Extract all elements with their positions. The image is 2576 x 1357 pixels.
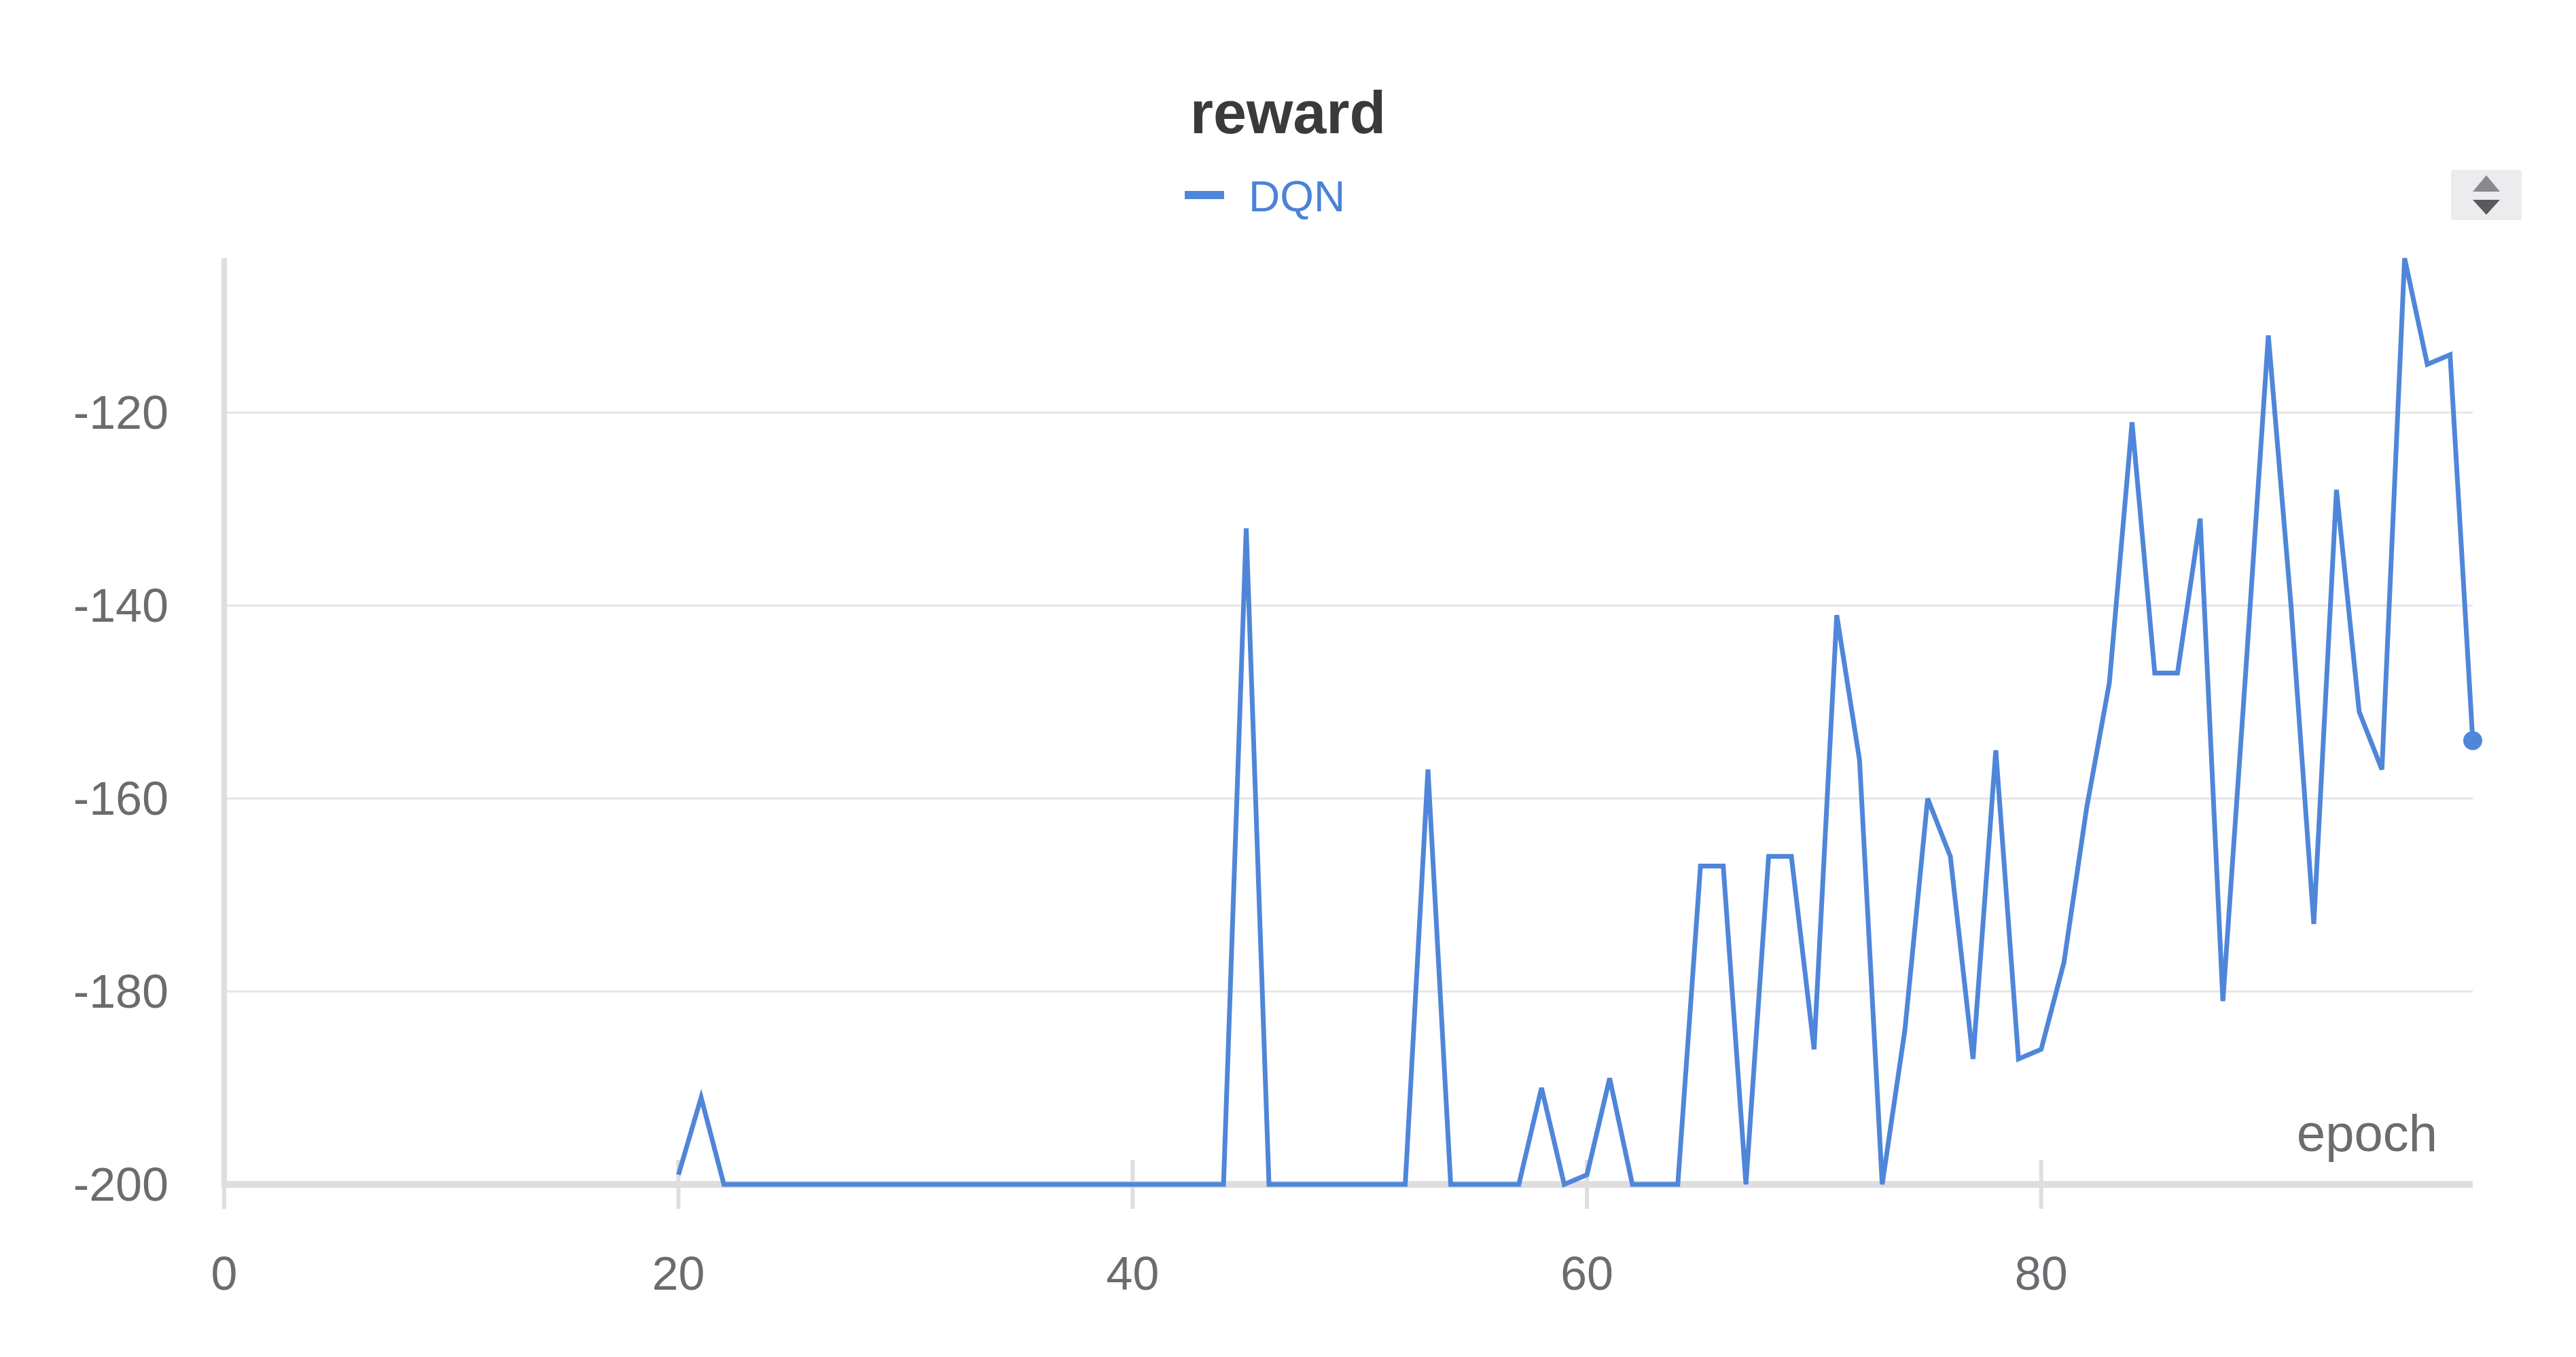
y-tick-label: -200 (73, 1158, 168, 1211)
y-tick-label: -140 (73, 579, 168, 632)
gridlines (224, 411, 2473, 993)
series-layer (676, 258, 2482, 1188)
sort-up-icon[interactable] (2473, 175, 2500, 192)
last-point-marker[interactable] (2463, 730, 2482, 750)
chart-title: reward (1190, 79, 1387, 146)
sort-down-icon[interactable] (2473, 200, 2500, 215)
x-tick-label: 20 (652, 1247, 705, 1300)
y-tick-label: -120 (73, 386, 168, 439)
sort-control-background[interactable] (2451, 170, 2522, 220)
x-tick-label: 80 (2015, 1247, 2068, 1300)
sort-icon[interactable] (2473, 175, 2500, 215)
x-tick-label: 40 (1106, 1247, 1159, 1300)
tick-labels: 0 20 40 60 80 -200 -180 -160 -140 -120 (73, 386, 2068, 1300)
series-line-dqn (676, 258, 2475, 1188)
y-tick-label: -180 (73, 965, 168, 1018)
legend-label-dqn: DQN (1249, 172, 1345, 221)
sort-control[interactable] (2451, 170, 2522, 220)
x-axis-label: epoch (2297, 1105, 2437, 1163)
x-axis-title-group: epoch (2297, 1105, 2437, 1163)
legend[interactable]: DQN (1185, 172, 1345, 221)
x-tick-label: 0 (211, 1247, 238, 1300)
x-tick-label: 60 (1560, 1247, 1613, 1300)
axes (221, 258, 2473, 1209)
chart-title-group: reward (1190, 79, 1387, 146)
y-tick-label: -160 (73, 772, 168, 825)
